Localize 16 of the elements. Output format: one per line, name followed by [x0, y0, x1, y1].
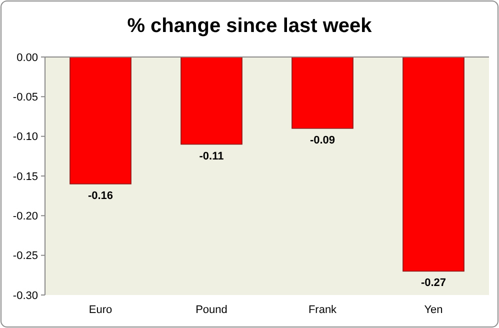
chart-title: % change since last week: [127, 15, 373, 37]
data-label: -0.27: [420, 277, 446, 290]
data-label: -0.09: [310, 134, 336, 146]
x-tick-label: Yen: [424, 304, 443, 316]
y-tick-label: -0.15: [12, 170, 38, 183]
data-label: -0.11: [199, 150, 224, 162]
x-tick-label: Euro: [88, 304, 112, 316]
y-tick-label: -0.05: [12, 92, 38, 104]
y-tick-label: 0.00: [16, 52, 38, 64]
data-label: -0.16: [88, 190, 114, 202]
x-tick-label: Frank: [308, 304, 338, 316]
y-tick-label: -0.10: [12, 131, 38, 144]
y-tick-label: -0.25: [12, 250, 38, 262]
y-tick-label: -0.20: [12, 210, 38, 223]
x-tick-label: Pound: [196, 304, 228, 316]
y-tick-label: -0.30: [12, 290, 38, 302]
